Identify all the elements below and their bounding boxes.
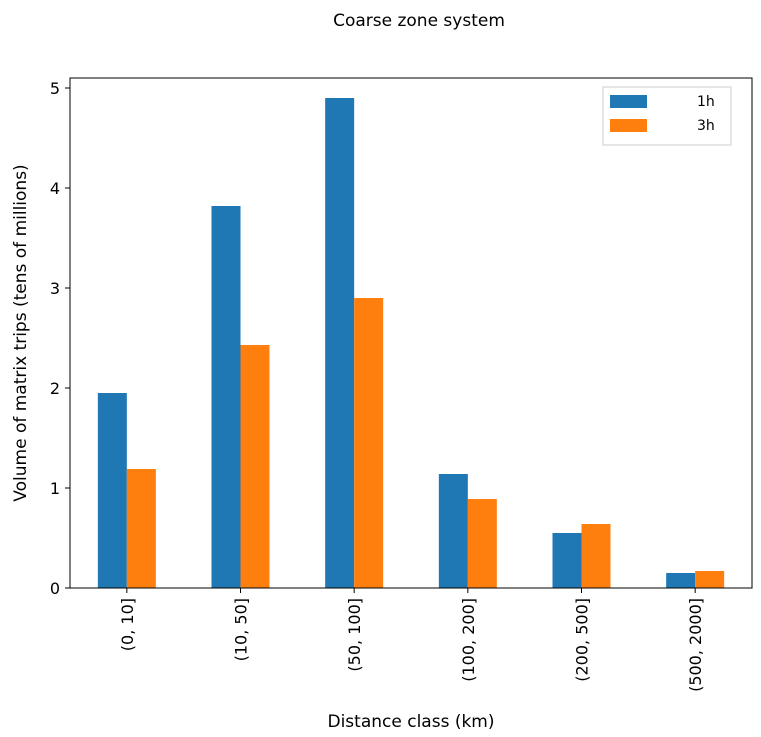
bar-3h-5 (695, 571, 725, 588)
bar-1h-3 (438, 474, 468, 588)
x-tick-label: (200, 500] (573, 598, 592, 682)
y-tick-label: 4 (50, 179, 60, 198)
plot-frame (69, 77, 753, 589)
bar-1h-1 (211, 206, 241, 588)
y-tick-label: 2 (50, 379, 60, 398)
chart-title: Coarse zone system (333, 11, 505, 31)
y-axis: 0 1 2 3 4 5 (50, 79, 70, 598)
bar-3h-0 (126, 469, 156, 588)
legend-label-1h: 1h (697, 94, 715, 110)
bar-1h-2 (325, 98, 355, 588)
x-tick-label: (10, 50] (232, 598, 251, 661)
x-axis-label: Distance class (km) (327, 712, 494, 732)
bar-1h-4 (552, 533, 582, 588)
y-axis-label: Volume of matrix trips (tens of millions… (11, 164, 31, 501)
x-tick-label: (100, 200] (459, 598, 478, 682)
y-tick-label: 5 (50, 79, 60, 98)
x-tick-label: (0, 10] (118, 598, 137, 651)
x-tick-label: (500, 2000] (686, 598, 705, 692)
bar-3h-3 (467, 499, 497, 588)
legend: 1h 3h (602, 86, 732, 146)
legend-label-3h: 3h (697, 118, 715, 134)
x-axis: (0, 10] (10, 50] (50, 100] (100, 200] (200, … (118, 588, 705, 692)
y-tick-label: 1 (50, 479, 60, 498)
y-tick-label: 0 (50, 579, 60, 598)
legend-swatch-1h (610, 95, 647, 108)
bar-1h-5 (666, 573, 696, 588)
bar-3h-4 (581, 524, 611, 588)
bar-3h-1 (240, 345, 270, 588)
legend-swatch-3h (610, 119, 647, 132)
bar-3h-2 (354, 298, 384, 588)
y-tick-label: 3 (50, 279, 60, 298)
bar-1h-0 (97, 393, 127, 588)
x-tick-label: (50, 100] (345, 598, 364, 672)
bars-group (97, 98, 725, 588)
